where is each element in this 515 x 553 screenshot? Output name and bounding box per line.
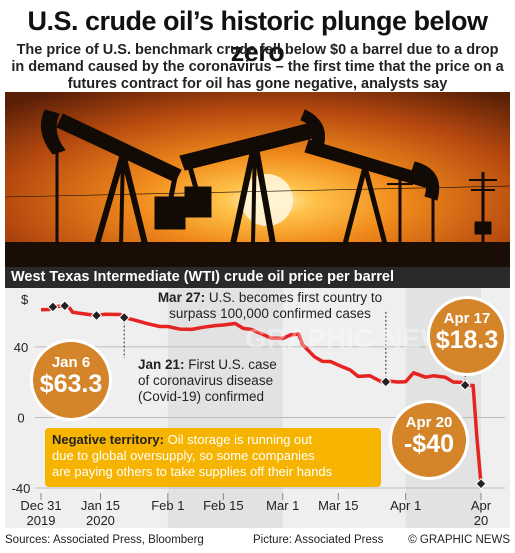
x-tick-label-line1: Feb 15 [203, 498, 244, 513]
page-title: U.S. crude oil’s historic plunge below z… [27, 6, 488, 67]
callout-apr17: Apr 17 $18.3 [430, 299, 504, 373]
negative-line1: Oil storage is running out [167, 432, 313, 447]
data-marker [47, 301, 59, 313]
x-tick-label-line1: Apr 20 [470, 498, 492, 528]
x-tick-label: Mar 15 [318, 498, 358, 513]
x-tick-label: Jan 15 2020 [81, 498, 120, 528]
callout-apr20: Apr 20 -$40 [392, 403, 466, 477]
callout-apr20-date: Apr 20 [405, 414, 453, 431]
callout-apr17-date: Apr 17 [443, 310, 491, 327]
annotation-jan21: Jan 21: First U.S. case of coronavirus d… [138, 357, 318, 405]
negative-line3: are paying others to take supplies off t… [52, 464, 333, 479]
data-marker [475, 478, 487, 490]
negative-territory-box: Negative territory: Oil storage is runni… [45, 428, 381, 487]
annotation-mar27-line1: U.S. becomes first country to [208, 290, 383, 305]
watermark: GRAPHIC NEWS [245, 323, 466, 354]
data-marker [90, 309, 103, 322]
footer-credit: © GRAPHIC NEWS [408, 534, 510, 546]
footer: Sources: Associated Press, Bloomberg Pic… [5, 534, 510, 550]
x-tick-label: Apr 1 [390, 498, 421, 513]
data-marker [459, 379, 471, 391]
negative-heading: Negative territory: [52, 432, 164, 447]
footer-sources: Sources: Associated Press, Bloomberg [5, 534, 204, 546]
y-tick-label: -40 [12, 481, 31, 496]
annotation-jan21-line2: of coronavirus disease [138, 373, 274, 388]
pumpjack-illustration [5, 92, 510, 267]
callout-jan6: Jan 6 $63.3 [33, 342, 109, 418]
y-axis-label: $ [21, 292, 29, 307]
callout-apr20-value: -$40 [403, 430, 455, 458]
annotation-mar27: Mar 27: U.S. becomes first country to su… [145, 290, 395, 322]
x-tick-label: Feb 15 [203, 498, 243, 513]
annotation-jan21-date: Jan 21: [138, 357, 185, 372]
x-tick-label-line2: 2019 [26, 513, 56, 528]
x-tick-label-line2: 2020 [85, 513, 115, 528]
chart-caption-bar: West Texas Intermediate (WTI) crude oil … [5, 267, 510, 288]
data-marker [59, 300, 71, 312]
x-tick-label: Feb 1 [151, 498, 184, 513]
page-subtitle: The price of U.S. benchmark crude fell b… [11, 42, 504, 92]
annotation-mar27-line2: surpass 100,000 confirmed cases [169, 306, 371, 321]
callout-jan6-date: Jan 6 [51, 354, 91, 371]
oil-pumpjack-photo [5, 92, 510, 267]
y-tick-label: 0 [17, 410, 24, 425]
x-tick-label-line1: Dec 31 [20, 498, 62, 513]
x-tick-label-line1: Mar 15 [318, 498, 359, 513]
callout-apr17-value: $18.3 [435, 326, 499, 354]
x-tick-label: Dec 31 2019 [20, 498, 61, 528]
x-tick-label: Mar 1 [266, 498, 299, 513]
x-tick-label-line1: Jan 15 [80, 498, 120, 513]
data-marker [118, 311, 130, 324]
callout-jan6-value: $63.3 [39, 370, 103, 398]
x-axis-labels: Dec 31 2019 Jan 15 2020 Feb 1 Feb 15 Mar 1 Mar … [5, 498, 510, 528]
negative-line2: due to global oversupply, so some compan… [52, 448, 315, 463]
x-tick-label: Apr 20 [467, 498, 496, 528]
x-tick-label-line1: Apr 1 [390, 498, 422, 513]
y-tick-label: 40 [14, 340, 28, 355]
annotation-mar27-date: Mar 27: [157, 290, 206, 305]
footer-picture: Picture: Associated Press [253, 534, 384, 546]
data-marker [380, 376, 392, 388]
annotation-jan21-line1: First U.S. case [188, 357, 277, 372]
x-tick-label-line1: Mar 1 [266, 498, 300, 513]
x-tick-label-line1: Feb 1 [151, 498, 185, 513]
annotation-jan21-line3: (Covid-19) confirmed [138, 389, 265, 404]
